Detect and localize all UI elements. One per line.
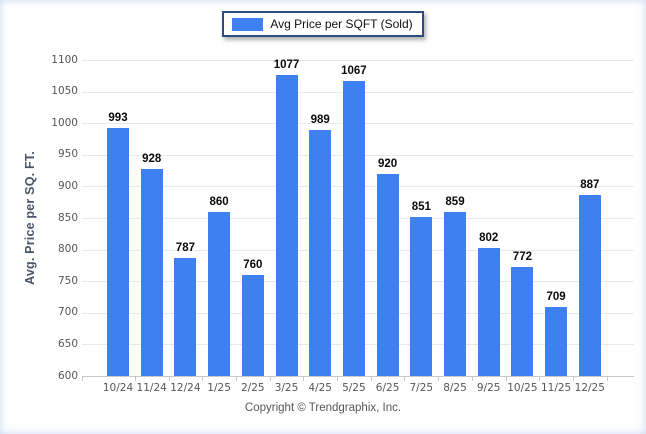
y-tick-label: 800 xyxy=(57,243,78,256)
bar-value-label: 1067 xyxy=(341,64,367,77)
y-tick-label: 700 xyxy=(57,306,78,319)
bar xyxy=(174,257,197,376)
y-tick-label: 900 xyxy=(57,179,78,192)
bar-value-label: 928 xyxy=(142,152,162,165)
x-axis-tick xyxy=(82,377,83,381)
bar-value-label: 772 xyxy=(512,251,532,264)
x-tick-label: 6/25 xyxy=(375,382,400,394)
gridline xyxy=(82,60,634,61)
bar xyxy=(477,248,500,376)
x-axis-tick xyxy=(539,377,541,381)
y-tick-label: 750 xyxy=(57,274,78,287)
bar xyxy=(275,74,298,376)
x-axis-tick xyxy=(438,377,440,381)
x-tick-label: 11/24 xyxy=(136,382,167,394)
x-tick-label: 10/24 xyxy=(102,382,134,394)
x-axis-tick xyxy=(370,377,372,381)
x-axis-tick xyxy=(168,377,170,381)
bar-value-label: 787 xyxy=(175,241,195,254)
x-axis-tick xyxy=(235,377,237,381)
x-axis-tick xyxy=(505,377,507,381)
x-tick-label: 5/25 xyxy=(342,382,366,394)
bar-value-label: 887 xyxy=(580,178,600,191)
bar-value-label: 851 xyxy=(411,201,431,214)
y-tick-label: 1000 xyxy=(51,116,78,129)
x-tick-label: 10/25 xyxy=(507,382,538,394)
bar xyxy=(208,211,231,376)
x-axis-tick xyxy=(303,377,305,381)
bar-value-label: 760 xyxy=(243,258,263,271)
x-axis-tick xyxy=(606,377,608,381)
bar xyxy=(241,274,264,376)
x-axis-tick xyxy=(134,377,136,381)
copyright-text: Copyright © Trendgraphix, Inc. xyxy=(244,402,402,414)
x-tick-label: 8/25 xyxy=(443,382,467,394)
y-tick-label: 850 xyxy=(57,211,78,224)
x-axis-tick xyxy=(202,377,204,381)
x-tick-label: 12/25 xyxy=(574,382,605,394)
bar xyxy=(309,130,332,376)
bar-value-label: 860 xyxy=(209,195,229,208)
bar-value-label: 989 xyxy=(310,114,330,127)
y-tick-label: 1100 xyxy=(51,53,78,66)
bar xyxy=(376,173,399,376)
x-tick-label: 3/25 xyxy=(274,382,299,394)
x-tick-label: 1/25 xyxy=(207,382,231,394)
y-axis-title: Avg. Price per SQ. FT. xyxy=(23,151,37,285)
y-tick-label: 950 xyxy=(57,148,78,161)
bar xyxy=(545,307,568,376)
bar-value-label: 802 xyxy=(479,232,499,245)
x-axis-line xyxy=(82,376,634,377)
y-tick-label: 600 xyxy=(57,369,78,382)
legend-swatch-icon xyxy=(232,17,264,31)
x-tick-label: 7/25 xyxy=(409,382,434,394)
x-axis-tick xyxy=(572,377,574,381)
bar xyxy=(140,168,163,376)
bar xyxy=(511,267,534,376)
bar-value-label: 709 xyxy=(546,291,566,304)
legend-label: Avg Price per SQFT (Sold) xyxy=(270,17,413,31)
x-axis-tick xyxy=(269,377,271,381)
bar-value-label: 859 xyxy=(445,196,465,209)
x-tick-label: 9/25 xyxy=(476,382,501,394)
bar-value-label: 993 xyxy=(108,111,128,124)
bar-value-label: 1077 xyxy=(273,58,300,71)
y-tick-label: 650 xyxy=(57,337,78,350)
x-tick-label: 2/25 xyxy=(241,382,265,394)
bar xyxy=(107,127,129,376)
y-tick-label: 1050 xyxy=(51,85,78,98)
x-axis-tick xyxy=(337,377,339,381)
legend-box: Avg Price per SQFT (Sold) xyxy=(222,11,424,37)
x-tick-label: 4/25 xyxy=(308,382,332,394)
bar xyxy=(578,194,601,376)
x-axis-tick xyxy=(404,377,406,381)
bar xyxy=(444,212,466,376)
x-tick-label: 11/25 xyxy=(540,382,572,394)
legend: Avg Price per SQFT (Sold) xyxy=(0,11,646,37)
bar xyxy=(410,217,433,376)
bar-value-label: 920 xyxy=(378,157,398,170)
bar xyxy=(342,80,365,376)
x-tick-label: 12/24 xyxy=(170,382,201,394)
x-axis-tick xyxy=(471,377,473,381)
